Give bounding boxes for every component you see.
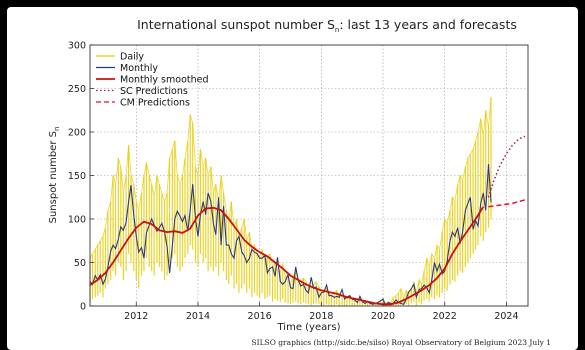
y-tick-label-5: 250: [68, 84, 86, 95]
chart-title-subscript: n: [335, 26, 339, 34]
legend-label-daily: Daily: [120, 52, 144, 63]
x-tick-label-5: 2022: [433, 311, 457, 322]
y-tick-label-0: 0: [80, 302, 86, 313]
y-axis-label-subscript: n: [53, 127, 61, 131]
x-tick-label-4: 2020: [371, 311, 395, 322]
series-layer: [89, 97, 526, 307]
x-tick-label-0: 2012: [124, 311, 148, 322]
y-axis-label-main: Sunspot number S: [48, 131, 59, 223]
monthly-smoothed-line: [89, 206, 485, 306]
legend-label-cm-predictions: CM Predictions: [120, 98, 190, 109]
axis-ticks: 2012 2014 2016 2018 2020 2022 2024 0 50 100 150 200…: [68, 41, 519, 323]
series-sc-predictions: [487, 135, 526, 198]
series-daily: [89, 97, 492, 306]
credit-line: SILSO graphics (http://sidc.be/silso) Ro…: [251, 338, 551, 347]
chart-title-main: International sunspot number S: [137, 17, 335, 32]
y-tick-label-6: 300: [68, 41, 86, 52]
series-cm-predictions: [488, 199, 526, 208]
sc-predictions-line: [487, 135, 526, 198]
x-axis-label: Time (years): [277, 322, 341, 333]
x-tick-label-1: 2014: [186, 311, 210, 322]
legend-label-sc-predictions: SC Predictions: [120, 86, 188, 97]
chart-title: International sunspot number Sn: last 13…: [137, 17, 517, 34]
series-monthly-smoothed: [89, 206, 485, 306]
series-monthly: [89, 164, 492, 307]
figure-panel: International sunspot number Sn: last 13…: [7, 7, 578, 350]
y-tick-label-1: 50: [74, 258, 86, 269]
chart-title-suffix: : last 13 years and forecasts: [339, 17, 517, 32]
sunspot-chart: International sunspot number Sn: last 13…: [48, 17, 551, 347]
monthly-line: [89, 164, 492, 307]
x-tick-label-3: 2018: [309, 311, 333, 322]
y-axis-label: Sunspot number Sn: [48, 127, 61, 224]
y-tick-label-3: 150: [68, 171, 86, 182]
y-tick-label-4: 200: [68, 128, 86, 139]
daily-peaks-line: [89, 97, 492, 305]
legend-label-monthly-smoothed: Monthly smoothed: [120, 75, 209, 86]
legend-label-monthly: Monthly: [120, 63, 158, 74]
y-tick-label-2: 100: [68, 215, 86, 226]
x-tick-label-6: 2024: [494, 311, 518, 322]
x-tick-label-2: 2016: [248, 311, 272, 322]
cm-predictions-line: [488, 199, 526, 208]
